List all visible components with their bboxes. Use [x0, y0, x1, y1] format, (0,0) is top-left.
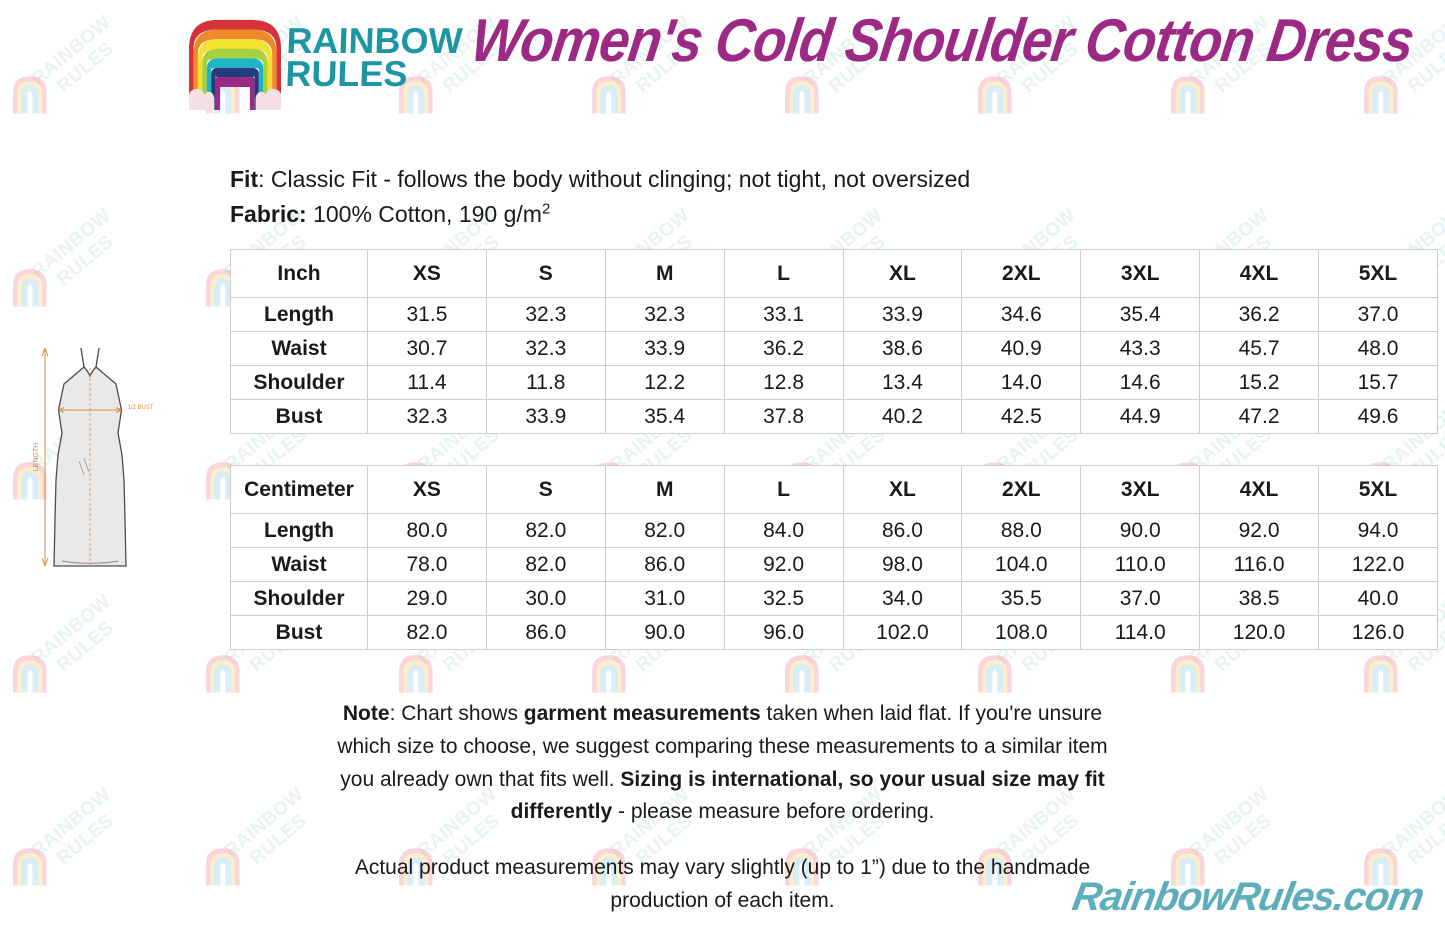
svg-text:1/2 BUST: 1/2 BUST: [128, 405, 154, 411]
svg-text:LENGTH: LENGTH: [33, 443, 40, 471]
